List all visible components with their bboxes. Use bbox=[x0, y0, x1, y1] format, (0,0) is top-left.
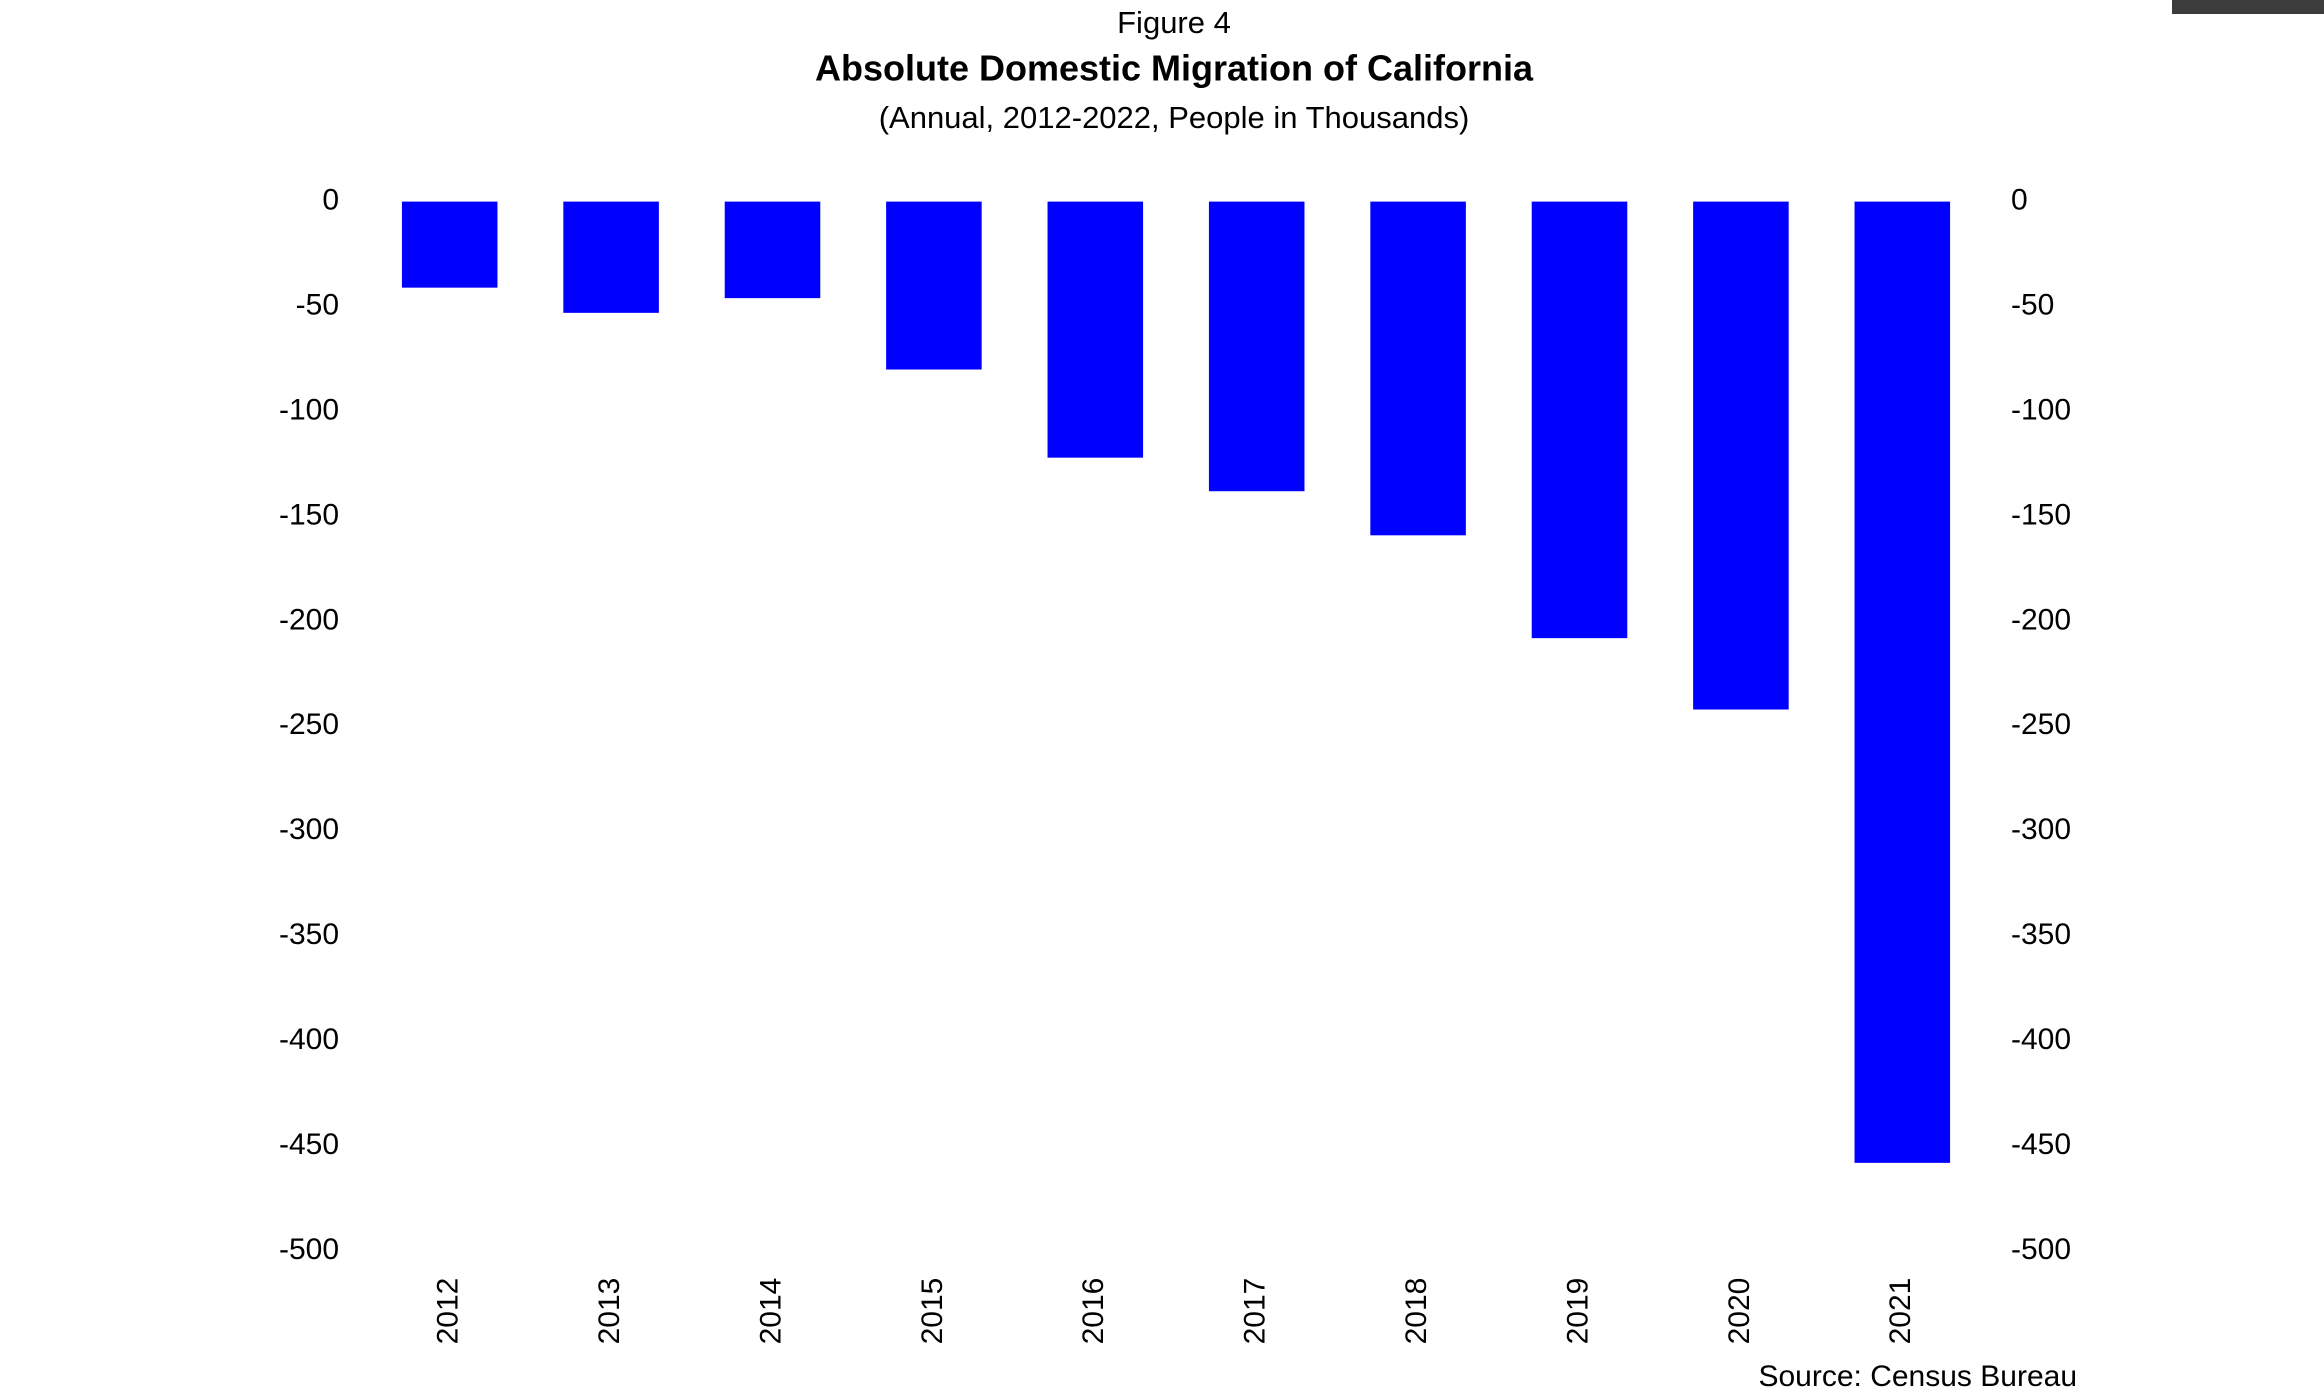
y-tick-label: -500 bbox=[279, 1233, 339, 1266]
figure-label: Figure 4 bbox=[1117, 5, 1231, 40]
x-tick-label: 2013 bbox=[593, 1278, 626, 1345]
y-tick-label: -150 bbox=[279, 498, 339, 531]
y2-tick-label: -50 bbox=[2011, 288, 2054, 321]
y-tick-label: -250 bbox=[279, 708, 339, 741]
x-tick-label: 2021 bbox=[1884, 1278, 1917, 1345]
bar bbox=[1208, 201, 1305, 492]
y-tick-label: -400 bbox=[279, 1023, 339, 1056]
chart-subtitle: (Annual, 2012-2022, People in Thousands) bbox=[879, 100, 1470, 135]
x-tick-label: 2015 bbox=[916, 1278, 949, 1345]
y-tick-label: -200 bbox=[279, 603, 339, 636]
bar bbox=[401, 201, 498, 288]
x-tick-label: 2014 bbox=[754, 1278, 787, 1345]
bar bbox=[1047, 201, 1144, 458]
y2-tick-label: 0 bbox=[2011, 184, 2028, 217]
y2-tick-label: -200 bbox=[2011, 603, 2071, 636]
y-tick-label: -50 bbox=[296, 288, 339, 321]
x-tick-label: 2018 bbox=[1400, 1278, 1433, 1345]
y2-tick-label: -150 bbox=[2011, 498, 2071, 531]
bar bbox=[724, 201, 821, 299]
y-tick-label: -100 bbox=[279, 393, 339, 426]
y2-tick-label: -400 bbox=[2011, 1023, 2071, 1056]
search-button[interactable] bbox=[2172, 0, 2324, 14]
y-tick-label: -350 bbox=[279, 918, 339, 951]
y2-tick-label: -500 bbox=[2011, 1233, 2071, 1266]
y-tick-label: 0 bbox=[322, 184, 339, 217]
y2-tick-label: -250 bbox=[2011, 708, 2071, 741]
x-tick-label: 2017 bbox=[1239, 1278, 1272, 1345]
x-tick-label: 2019 bbox=[1561, 1278, 1594, 1345]
bar bbox=[563, 201, 659, 313]
bar bbox=[1370, 201, 1466, 536]
y-tick-label: -300 bbox=[279, 813, 339, 846]
x-tick-label: 2016 bbox=[1077, 1278, 1110, 1345]
bar bbox=[1854, 201, 1951, 1163]
chart-title: Absolute Domestic Migration of Californi… bbox=[815, 48, 1534, 89]
y2-tick-label: -350 bbox=[2011, 918, 2071, 951]
x-tick-label: 2012 bbox=[432, 1278, 465, 1345]
bar bbox=[886, 201, 982, 370]
source-note: Source: Census Bureau bbox=[1758, 1360, 2077, 1390]
y-tick-label: -450 bbox=[279, 1128, 339, 1161]
y2-tick-label: -300 bbox=[2011, 813, 2071, 846]
y2-tick-label: -100 bbox=[2011, 393, 2071, 426]
x-tick-label: 2020 bbox=[1723, 1278, 1756, 1345]
y2-tick-label: -450 bbox=[2011, 1128, 2071, 1161]
bar bbox=[1693, 201, 1789, 710]
bar bbox=[1531, 201, 1628, 639]
